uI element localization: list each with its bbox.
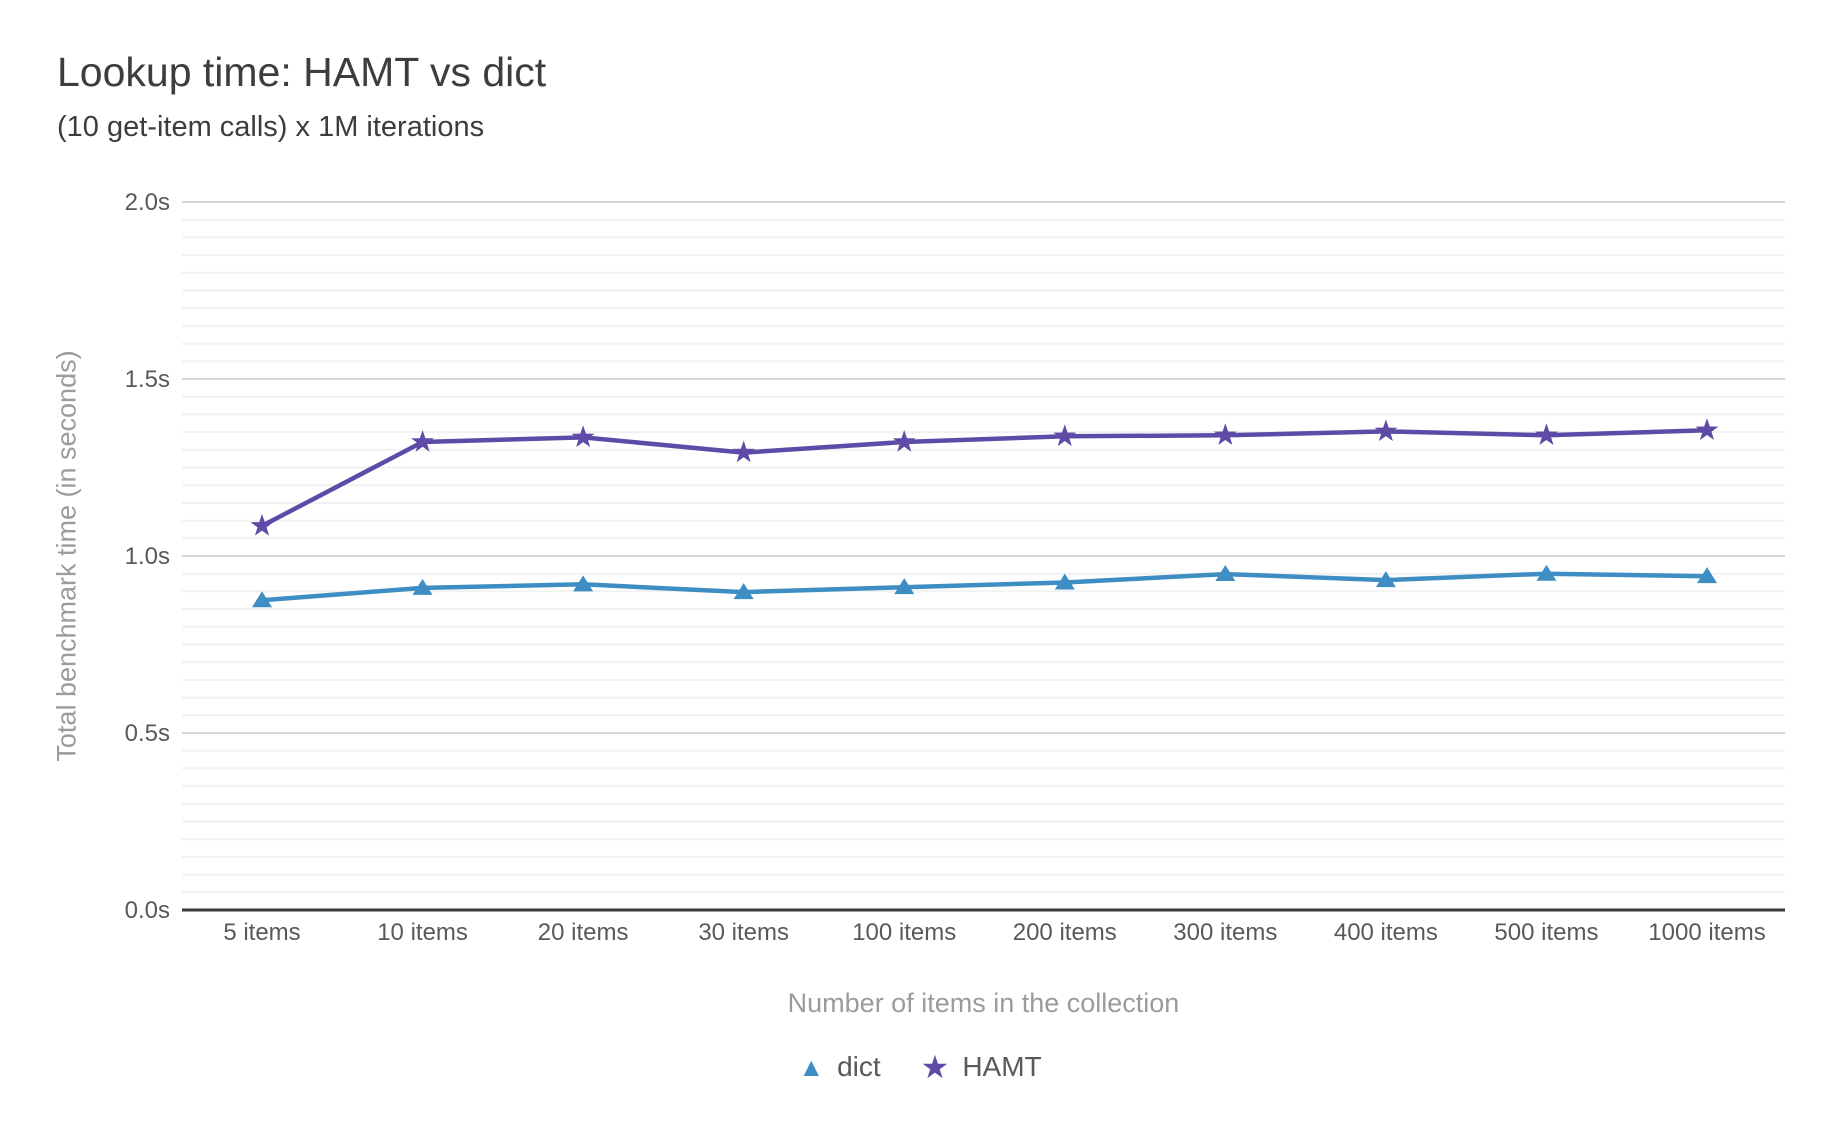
hamt-point-1000-items (1695, 418, 1719, 440)
chart-legend: ▲ dict ★ HAMT (0, 1042, 1840, 1092)
x-tick-label: 500 items (1494, 919, 1598, 946)
hamt-star-marker-icon: ★ (920, 1049, 950, 1085)
y-tick-label: 0.0s (125, 897, 170, 924)
legend-item-dict: ▲ dict (798, 1051, 880, 1083)
hamt-point-500-items (1535, 423, 1558, 445)
dict-point-1000-items (1697, 567, 1717, 584)
y-tick-label: 2.0s (125, 189, 170, 216)
x-tick-label: 20 items (538, 919, 629, 946)
dict-line (259, 571, 1710, 603)
y-axis-title: Total benchmark time (in seconds) (51, 350, 82, 762)
dict-point-400-items (1375, 571, 1396, 588)
x-axis-title: Number of items in the collection (787, 988, 1180, 1018)
hamt-line (259, 428, 1710, 529)
hamt-point-20-items (571, 425, 595, 448)
y-tick-label: 1.5s (125, 366, 170, 393)
legend-item-hamt: ★ HAMT (921, 1051, 1042, 1083)
dict-point-300-items (1215, 565, 1236, 582)
x-tick-label: 30 items (698, 919, 789, 946)
x-tick-label: 1000 items (1648, 919, 1765, 946)
dict-point-500-items (1536, 564, 1557, 581)
legend-label-hamt: HAMT (962, 1051, 1042, 1082)
dict-point-200-items (1054, 573, 1075, 590)
dict-point-10-items (412, 578, 433, 595)
dict-triangle-marker-icon: ▲ (798, 1052, 825, 1082)
x-tick-label: 100 items (852, 919, 956, 946)
x-tick-label: 300 items (1173, 919, 1277, 946)
hamt-point-200-items (1053, 424, 1077, 447)
x-tick-label: 400 items (1334, 919, 1438, 946)
hamt-point-30-items (732, 440, 756, 463)
hamt-point-400-items (1374, 419, 1398, 442)
chart-title: Lookup time: HAMT vs dict (57, 49, 547, 95)
chart-subtitle: (10 get-item calls) x 1M iterations (57, 111, 485, 143)
hamt-point-300-items (1213, 423, 1237, 445)
dict-point-100-items (894, 578, 915, 595)
dict-point-30-items (733, 583, 754, 600)
hamt-point-5-items (250, 513, 274, 536)
x-tick-label: 5 items (223, 919, 300, 946)
legend-label-dict: dict (837, 1051, 881, 1082)
hamt-point-10-items (411, 430, 434, 452)
y-tick-label: 0.5s (125, 720, 170, 747)
dict-point-5-items (252, 591, 272, 608)
dict-point-20-items (573, 575, 594, 592)
hamt-point-100-items (892, 430, 916, 452)
x-tick-label: 10 items (377, 919, 468, 946)
x-tick-label: 200 items (1013, 919, 1117, 946)
y-tick-label: 1.0s (125, 543, 170, 570)
